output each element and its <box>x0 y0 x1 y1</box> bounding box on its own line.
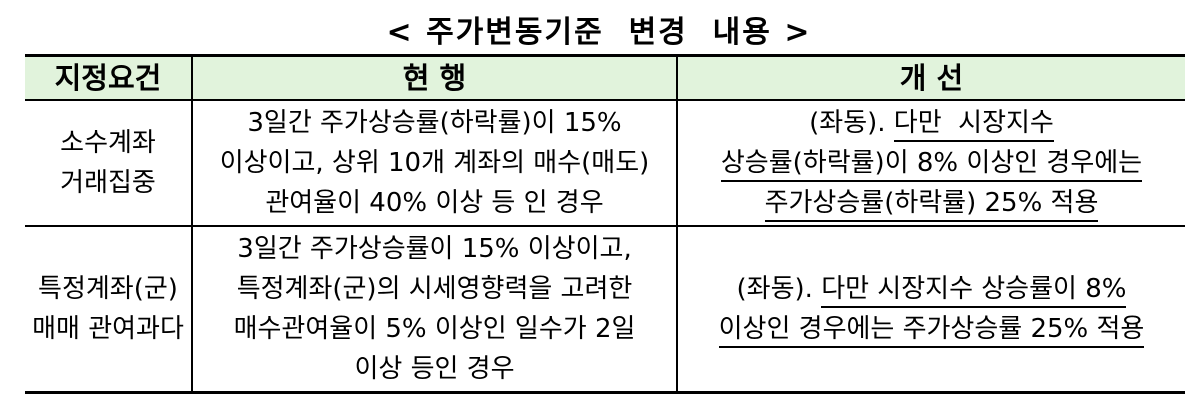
text-line: 특정계좌(군)의 시세영향력을 고려한 <box>236 274 633 304</box>
page-title: < 주가변동기준 변경 내용 > <box>386 15 812 50</box>
text-line: 3일간 주가상승률(하락률)이 15% <box>247 108 622 138</box>
price-change-criteria-table: 지정요건 현 행 개 선 소수계좌 거래집중 3일간 주가상승률(하락률)이 15%… <box>25 54 1185 394</box>
text-line: 상승률(하락률)이 8% 이상인 경우에는 <box>678 143 1185 183</box>
text-line: 거래집중 <box>60 168 156 198</box>
underlined-text: 다만 시장지수 <box>893 108 1054 142</box>
plain-text: (좌동). <box>809 108 894 138</box>
underlined-text: 주가상승률(하락률) 25% 적용 <box>764 188 1099 222</box>
underlined-text: 다만 시장지수 상승률이 8% <box>821 274 1127 308</box>
text-line: 관여율이 40% 이상 등 인 경우 <box>265 188 604 218</box>
text-line: 이상이고, 상위 10개 계좌의 매수(매도) <box>219 148 650 178</box>
header-improved: 개 선 <box>676 54 1185 101</box>
cell-improved: (좌동). 다만 시장지수 상승률이 8% 이상인 경우에는 주가상승률 25% … <box>676 225 1185 394</box>
underlined-text: 이상인 경우에는 주가상승률 25% 적용 <box>718 314 1145 348</box>
text-line: 매매 관여과다 <box>32 314 184 344</box>
header-current: 현 행 <box>191 54 677 101</box>
text-line: 소수계좌 <box>60 128 156 158</box>
cell-current: 3일간 주가상승률(하락률)이 15% 이상이고, 상위 10개 계좌의 매수(매… <box>191 100 677 226</box>
text-line: 특정계좌(군) <box>38 274 178 304</box>
text-line: 3일간 주가상승률이 15% 이상이고, <box>237 234 632 264</box>
text-line: 이상 등인 경우 <box>354 354 515 384</box>
table-row: 특정계좌(군) 매매 관여과다 3일간 주가상승률이 15% 이상이고, 특정계좌(군… <box>25 225 1185 394</box>
text-line: (좌동). 다만 시장지수 상승률이 8% <box>678 269 1185 309</box>
underlined-text: 상승률(하락률)이 8% 이상인 경우에는 <box>720 148 1143 182</box>
text-line: 이상인 경우에는 주가상승률 25% 적용 <box>678 309 1185 349</box>
text-line: 매수관여율이 5% 이상인 일수가 2일 <box>233 314 636 344</box>
cell-requirement: 특정계좌(군) 매매 관여과다 <box>25 225 192 394</box>
header-requirement: 지정요건 <box>25 54 192 101</box>
text-line: (좌동). 다만 시장지수 <box>678 103 1185 143</box>
text-line: 주가상승률(하락률) 25% 적용 <box>678 183 1185 223</box>
plain-text: (좌동). <box>736 274 822 304</box>
table-header-row: 지정요건 현 행 개 선 <box>25 54 1185 101</box>
document-page: < 주가변동기준 변경 내용 > 지정요건 현 행 개 선 소수계좌 거래집중 3일… <box>25 15 1185 394</box>
